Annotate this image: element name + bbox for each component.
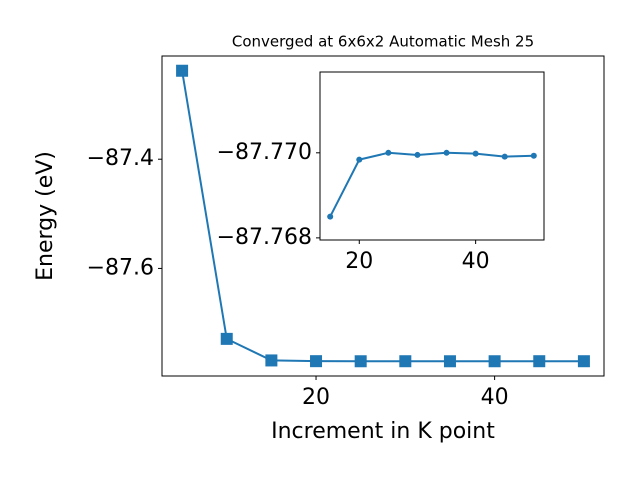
marker <box>310 355 323 368</box>
chart-title: Converged at 6x6x2 Automatic Mesh 25 <box>232 33 534 51</box>
marker <box>533 355 546 368</box>
data-line <box>329 151 534 218</box>
x-axis-label: Increment in K point <box>271 419 495 444</box>
y-tick-label: −87.768 <box>217 225 312 250</box>
marker <box>530 152 537 159</box>
x-tick-label: 20 <box>345 249 373 274</box>
marker <box>472 150 479 157</box>
x-tick-label: 40 <box>462 249 490 274</box>
marker <box>443 149 450 156</box>
y-axis-label: Energy (eV) <box>33 151 58 281</box>
marker <box>354 355 367 368</box>
marker <box>488 355 501 368</box>
marker <box>327 213 334 220</box>
marker <box>414 151 421 158</box>
y-tick-label: −87.6 <box>87 255 154 280</box>
marker <box>577 355 590 368</box>
marker <box>356 156 363 163</box>
marker <box>399 355 412 368</box>
marker <box>220 332 233 345</box>
data-line <box>181 70 584 363</box>
x-tick-label: 20 <box>302 385 330 410</box>
marker <box>385 149 392 156</box>
marker <box>443 355 456 368</box>
x-tick-label: 40 <box>481 385 509 410</box>
y-tick-label: −87.4 <box>87 146 154 171</box>
y-tick-label: −87.770 <box>217 140 312 165</box>
marker <box>501 153 508 160</box>
marker <box>265 354 278 367</box>
marker <box>176 64 189 77</box>
